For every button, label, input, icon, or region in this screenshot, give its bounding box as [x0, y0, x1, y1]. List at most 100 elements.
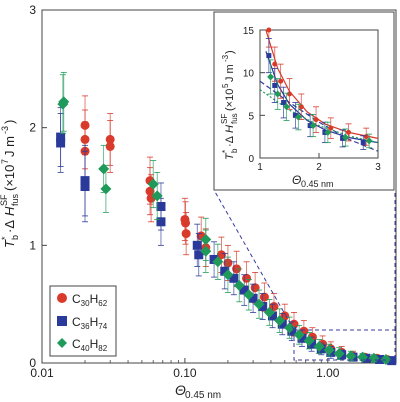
inset-data-point: [309, 122, 317, 130]
main-data-point: [333, 348, 345, 360]
inset-data-point: [340, 135, 346, 141]
inset-x-tick-label: 2: [316, 162, 322, 173]
inset-data-point: [365, 137, 373, 145]
main-data-point: [293, 329, 305, 341]
main-data-point: [145, 186, 155, 196]
inset-data-point: [272, 82, 278, 88]
main-data-point: [345, 350, 357, 362]
main-data-point: [253, 298, 265, 310]
svg-text:): ): [224, 50, 236, 54]
svg-text:5: 5: [221, 83, 230, 88]
main-data-point: [151, 190, 163, 202]
inset-data-point: [298, 104, 304, 110]
legend-marker-c36h74: [57, 316, 67, 326]
main-x-tick-label: 0.10: [173, 366, 197, 380]
main-data-point: [220, 266, 230, 276]
svg-text:T: T: [2, 239, 17, 248]
inset-axis-ticks: 1 2 3 0 5 10 15: [243, 26, 381, 173]
main-series-c40h82: [57, 71, 392, 365]
main-data-point: [258, 302, 268, 312]
zoom-region: [293, 329, 396, 361]
main-data-point: [368, 352, 380, 364]
main-data-point: [380, 353, 392, 365]
inset-y-tick-label: 15: [243, 26, 255, 37]
svg-text:b: b: [10, 235, 20, 240]
main-data-point: [57, 98, 69, 110]
svg-text:*: *: [0, 236, 10, 240]
main-data-point: [156, 217, 166, 227]
inset-data-point: [266, 27, 272, 33]
main-data-point: [194, 250, 204, 260]
main-data-point: [313, 341, 325, 353]
inset-data-point: [266, 53, 272, 59]
main-data-point: [233, 279, 245, 291]
main-y-tick-label: 1: [29, 238, 36, 252]
main-data-point: [263, 306, 275, 318]
legend: C30H62 C36H74 C40H82: [49, 285, 117, 357]
legend-marker-c40h82: [57, 338, 67, 348]
inset-data-point: [274, 90, 282, 98]
svg-text:J m: J m: [224, 64, 236, 82]
inset-x-tick-label: 1: [257, 162, 263, 173]
svg-text:Θ: Θ: [292, 173, 301, 187]
main-data-point: [307, 339, 317, 349]
svg-text:H: H: [224, 125, 236, 133]
inset-y-tick-label: 5: [248, 111, 254, 122]
inset-data-point: [360, 140, 366, 146]
main-data-point: [297, 333, 307, 343]
main-y-tick-label: 0: [29, 356, 36, 370]
main-data-point: [284, 322, 296, 334]
svg-text:-3: -3: [0, 126, 10, 134]
main-data-point: [200, 245, 212, 257]
svg-text:SF: SF: [220, 114, 229, 124]
main-y-tick-label: 3: [29, 3, 36, 17]
inset-data-point: [267, 73, 275, 81]
main-y-axis-label: T * b ·Δ H SF fus (×10 7 J m -3 ): [0, 120, 20, 248]
inset-data-point: [346, 129, 351, 135]
main-data-point: [287, 326, 297, 336]
main-data-point: [375, 354, 385, 364]
inset-data-point: [292, 112, 298, 118]
inset-x-tick-label: 3: [375, 162, 381, 173]
inset-data-point: [287, 91, 292, 97]
main-data-point: [267, 311, 277, 321]
main-plot-series: [56, 71, 397, 366]
svg-text:T: T: [224, 152, 236, 160]
main-data-point: [277, 319, 287, 329]
svg-text:fus: fus: [10, 193, 20, 206]
inset-y-axis-label: T * b ·Δ H SF fus (×10 5 J m -3 ): [220, 50, 239, 160]
inset-data-point: [328, 125, 334, 131]
main-data-point: [181, 229, 191, 239]
svg-text:Θ: Θ: [175, 382, 186, 398]
svg-text:(×10: (×10: [2, 165, 17, 191]
inset-fit-curve: [259, 89, 379, 144]
inset-data-point: [281, 100, 287, 106]
main-data-point: [303, 335, 315, 347]
main-data-point: [243, 289, 255, 301]
main-data-point: [181, 218, 191, 228]
inset-data-point: [363, 134, 369, 140]
main-x-tick-label: 1.00: [316, 366, 340, 380]
svg-text:0.45 nm: 0.45 nm: [185, 390, 221, 401]
svg-text:·Δ: ·Δ: [224, 135, 236, 147]
svg-text:): ): [2, 120, 17, 124]
legend-marker-c30h62: [57, 293, 67, 303]
svg-text:H: H: [2, 206, 17, 216]
svg-text:b: b: [230, 148, 239, 153]
zoom-guides: [213, 189, 396, 361]
svg-text:J m: J m: [2, 136, 17, 157]
main-data-point: [98, 163, 110, 175]
main-x-tick-label: 0.01: [30, 366, 54, 380]
main-y-tick-label: 2: [29, 121, 36, 135]
main-data-point: [229, 273, 239, 283]
inset-data-point: [342, 134, 350, 142]
svg-text:7: 7: [0, 159, 10, 164]
svg-text:fus: fus: [230, 113, 239, 124]
inset-plot-series: [259, 27, 379, 152]
main-data-point: [248, 293, 258, 303]
inset-background: [213, 11, 395, 191]
svg-text:0.45 nm: 0.45 nm: [301, 179, 334, 189]
main-data-point: [209, 254, 219, 264]
main-data-point: [147, 178, 159, 190]
